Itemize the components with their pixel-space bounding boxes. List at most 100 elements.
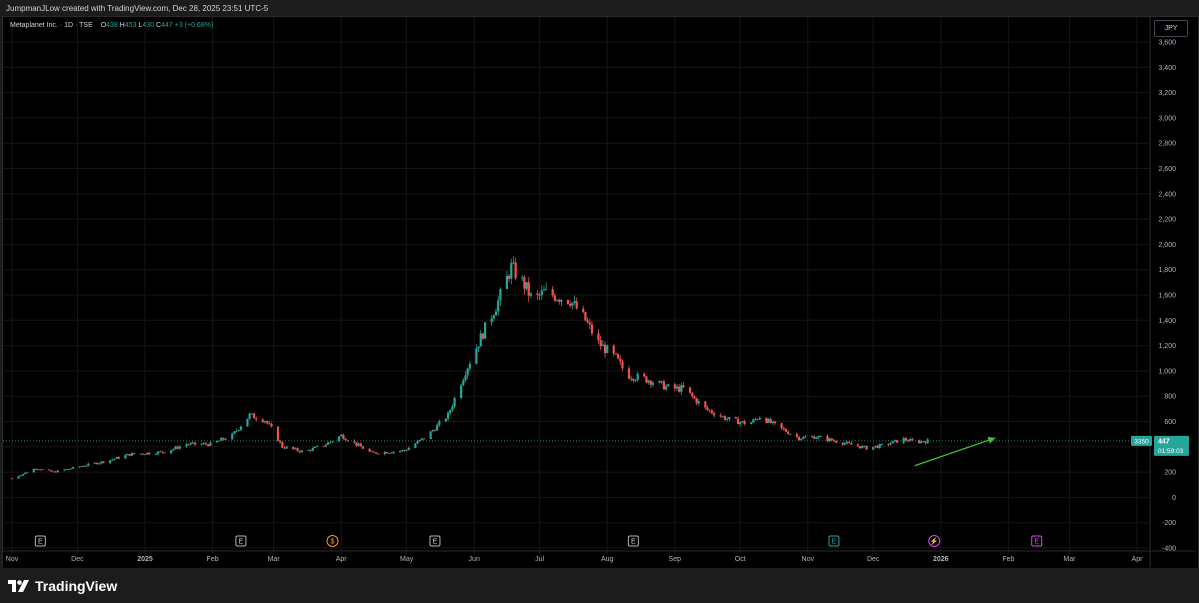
candle-body (172, 449, 175, 451)
candle-body (723, 416, 727, 420)
candle-body (784, 429, 788, 432)
dividend-icon[interactable] (326, 535, 339, 547)
x-tick-label: Feb (1002, 556, 1014, 563)
candle-body (767, 418, 770, 423)
candle-body (514, 262, 517, 279)
candle-body (726, 419, 729, 420)
last-price-tag[interactable] (1154, 435, 1189, 456)
earnings-icon[interactable] (1031, 535, 1043, 547)
candle-body (510, 262, 513, 279)
candle-body (98, 463, 101, 465)
candle-body (161, 451, 164, 453)
candle-body (619, 358, 622, 362)
candle-body (612, 345, 615, 354)
earnings-icon[interactable] (627, 535, 639, 547)
candle-body (279, 440, 282, 443)
candle-body (215, 440, 219, 443)
candle-body (139, 453, 142, 455)
candle-body (189, 443, 192, 445)
candle-body (276, 426, 280, 441)
candle-body (896, 439, 899, 443)
candle-body (573, 301, 576, 303)
candle-body (224, 439, 227, 441)
candle-body (109, 460, 112, 463)
candle-body (586, 320, 589, 323)
candle-body (649, 380, 652, 385)
candle-body (204, 443, 208, 445)
candle-body (261, 419, 264, 423)
y-tick-label: 2,200 (1158, 217, 1176, 224)
trend-arrow-line[interactable] (914, 437, 996, 467)
candle-body (93, 462, 96, 464)
earnings-icon[interactable] (34, 535, 46, 547)
candle-body (444, 418, 447, 422)
candle-body (21, 473, 25, 476)
candle-body (505, 275, 509, 290)
candle-body (65, 469, 68, 470)
candle-body (124, 455, 127, 459)
candle-body (599, 340, 602, 347)
symbol-title[interactable]: Metaplanet Inc. · 1D · TSE (10, 22, 93, 29)
candle-body (815, 437, 818, 439)
price-chart[interactable]: -400-20002004006008001,0001,2001,4001,60… (0, 0, 1199, 568)
split-icon[interactable] (928, 535, 941, 547)
y-tick-label: 2,800 (1158, 141, 1176, 148)
earnings-icon[interactable] (429, 535, 441, 547)
chart-caption: JumpmanJLow created with TradingView.com… (6, 4, 269, 13)
candle-body (34, 469, 38, 470)
currency-button[interactable]: JPY (1154, 20, 1188, 37)
y-tick-label: 200 (1164, 470, 1176, 477)
x-tick-label: Aug (601, 556, 614, 563)
chart-area[interactable] (2, 16, 1199, 569)
candle-body (621, 361, 624, 369)
candle-body (207, 444, 210, 446)
candle-body (268, 423, 271, 424)
tradingview-logo[interactable]: TradingView (8, 578, 117, 594)
tradingview-brand: TradingView (35, 578, 118, 594)
candle-body (263, 421, 267, 423)
candle-body (861, 446, 864, 449)
candle-body (233, 431, 236, 434)
x-tick-label: Oct (735, 556, 746, 563)
candle-body (32, 469, 35, 473)
candle-body (499, 289, 502, 301)
candle-body (405, 450, 408, 451)
candle-body (85, 465, 88, 467)
candle-body (813, 436, 816, 439)
candle-body (909, 439, 912, 442)
side-value-text: 3350 (1134, 438, 1149, 445)
candle-body (741, 421, 744, 423)
candle-body (453, 397, 456, 407)
candle-body (115, 457, 118, 459)
candle-body (361, 446, 365, 449)
candle-body (922, 441, 925, 443)
candle-body (322, 445, 325, 447)
y-tick-label: 600 (1164, 419, 1176, 426)
y-tick-label: 0 (1172, 495, 1176, 502)
candle-body (712, 413, 716, 416)
candle-body (294, 448, 297, 450)
candle-body (584, 312, 587, 321)
candle-body (874, 445, 877, 447)
footer-bar: TradingView (0, 568, 1199, 603)
x-tick-label: 2026 (933, 556, 949, 563)
candle-body (880, 444, 884, 445)
candle-body (481, 333, 485, 339)
candle-body (26, 472, 29, 474)
candle-body (337, 436, 341, 442)
earnings-icon[interactable] (235, 535, 247, 547)
candle-body (313, 446, 317, 448)
candle-body (551, 288, 554, 296)
candle-body (906, 440, 910, 442)
candle-body (143, 454, 147, 456)
symbol-legend: Metaplanet Inc. · 1D · TSE O438 H453 L43… (10, 22, 213, 29)
x-tick-label: Jun (469, 556, 480, 563)
candle-body (673, 384, 676, 389)
candle-body (80, 466, 83, 468)
candle-body (407, 447, 410, 451)
candle-body (828, 438, 831, 441)
earnings-icon[interactable] (828, 535, 840, 547)
event-marker-symbol: E (38, 539, 43, 546)
candle-body (69, 468, 72, 470)
event-marker-symbol: E (433, 539, 438, 546)
